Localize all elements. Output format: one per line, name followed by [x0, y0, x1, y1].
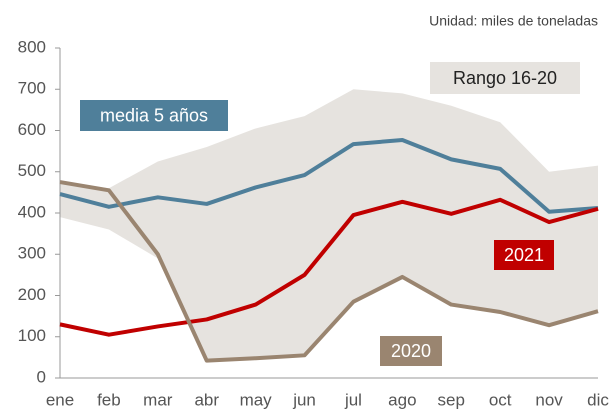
range-label-box — [430, 62, 580, 94]
line-series — [59, 180, 599, 363]
line-series — [59, 137, 599, 214]
series-label: 2020 — [391, 341, 431, 361]
line-series — [59, 197, 599, 337]
unit-label: Unidad: miles de toneladas — [429, 13, 598, 29]
x-tick-label: jul — [344, 390, 362, 409]
x-tick-label: dic — [587, 390, 609, 409]
y-tick-label: 700 — [18, 79, 46, 98]
x-tick-label: sep — [438, 390, 465, 409]
y-tick-label: 300 — [18, 244, 46, 263]
range-label: Rango 16-20 — [453, 68, 557, 88]
y-tick-label: 600 — [18, 120, 46, 139]
x-tick-label: abr — [194, 390, 219, 409]
range-band — [60, 89, 598, 362]
series-label: media 5 años — [100, 105, 208, 125]
x-tick-label: ago — [388, 390, 416, 409]
y-tick-label: 400 — [18, 202, 46, 221]
y-tick-label: 800 — [18, 37, 46, 56]
x-tick-label: may — [240, 390, 273, 409]
x-tick-label: jun — [292, 390, 316, 409]
x-tick-label: nov — [535, 390, 563, 409]
series-label-box — [380, 336, 442, 366]
y-tick-label: 100 — [18, 326, 46, 345]
series-label-box — [494, 240, 554, 270]
x-tick-label: mar — [143, 390, 173, 409]
series-label: 2021 — [504, 245, 544, 265]
x-tick-label: feb — [97, 390, 121, 409]
y-tick-label: 500 — [18, 161, 46, 180]
series-label-box — [80, 100, 228, 131]
x-tick-label: ene — [46, 390, 74, 409]
x-tick-label: oct — [489, 390, 512, 409]
y-tick-label: 0 — [37, 367, 46, 386]
y-tick-label: 200 — [18, 285, 46, 304]
